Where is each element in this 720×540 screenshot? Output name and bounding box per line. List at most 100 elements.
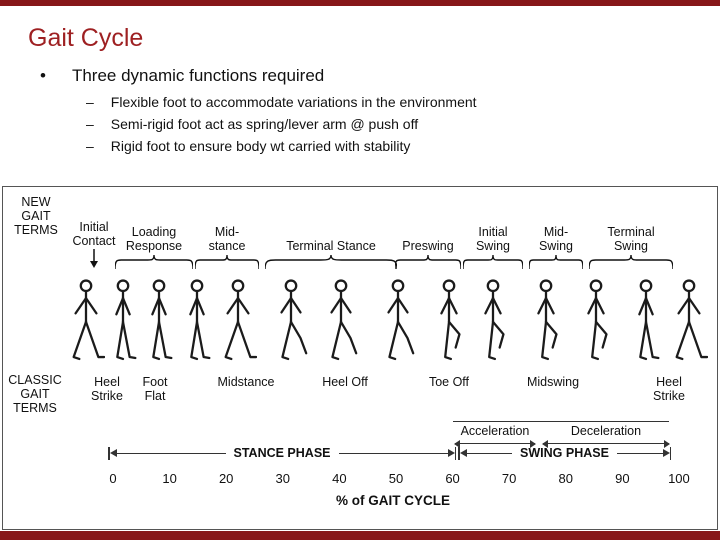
stance-phase-arrow: STANCE PHASE — [108, 445, 457, 461]
arrow-line — [116, 452, 226, 454]
axis-tick: 30 — [275, 471, 291, 486]
bottom-accent-bar — [0, 531, 720, 540]
bullet-text: Three dynamic functions required — [71, 66, 325, 85]
brace-icon — [195, 255, 259, 269]
classic-heel-off: Heel Off — [322, 375, 368, 389]
walking-figure — [387, 279, 415, 361]
classic-toe-off: Toe Off — [428, 375, 470, 389]
walking-figure — [189, 279, 211, 361]
header-line: GAIT — [20, 387, 50, 401]
axis-tick: 10 — [162, 471, 177, 486]
tick-mark — [454, 446, 457, 460]
brace-icon — [115, 255, 193, 269]
header-line: TERMS — [14, 223, 58, 237]
header-line: CLASSIC — [8, 373, 62, 387]
deceleration-arrow — [542, 440, 670, 448]
walking-figure — [537, 279, 558, 361]
sub-bullet-text: Semi-rigid foot act as spring/lever arm … — [110, 116, 419, 132]
term-label: Preswing — [402, 239, 454, 253]
brace-icon — [589, 255, 673, 269]
swing-phase-label: SWING PHASE — [520, 446, 609, 460]
down-arrow-icon — [90, 249, 98, 268]
brace-icon — [395, 255, 461, 269]
walking-figure — [587, 279, 608, 361]
bullet-marker: • — [40, 66, 46, 85]
brace-icon — [529, 255, 583, 269]
classic-gait-terms-header: CLASSIC GAIT TERMS — [3, 373, 67, 415]
term-preswing: Preswing — [395, 193, 461, 269]
walking-figure — [638, 279, 660, 361]
walking-figure — [440, 279, 461, 361]
classic-midswing: Midswing — [526, 375, 580, 389]
term-loading-response: Loading Response — [115, 193, 193, 269]
walking-figure — [280, 279, 308, 361]
dash-marker: – — [86, 116, 94, 132]
walking-figure — [330, 279, 358, 361]
arrowhead-left-icon — [109, 449, 117, 457]
acceleration-arrow — [454, 440, 536, 448]
arrow-line — [338, 452, 448, 454]
axis-tick: 20 — [218, 471, 234, 486]
term-label: Mid- stance — [208, 225, 246, 253]
tick-mark — [458, 446, 460, 460]
sub-bullet-text: Rigid foot to ensure body wt carried wit… — [110, 138, 411, 154]
walking-figure — [72, 279, 105, 361]
walking-figure — [484, 279, 505, 361]
axis-title: % of GAIT CYCLE — [336, 493, 450, 508]
sub-bullet-text: Flexible foot to accommodate variations … — [110, 94, 477, 110]
axis-tick: 90 — [615, 471, 630, 486]
classic-foot-flat: Foot Flat — [142, 375, 168, 403]
term-label: Terminal Swing — [607, 225, 655, 253]
term-initial-contact: Initial Contact — [63, 193, 125, 269]
walking-figure — [151, 279, 173, 361]
new-gait-terms-header: NEW GAIT TERMS — [7, 195, 65, 237]
top-accent-bar — [0, 0, 720, 6]
arrowhead-left-icon — [459, 449, 467, 457]
term-mid-swing: Mid- Swing — [529, 193, 583, 269]
classic-heel-strike: Heel Strike — [91, 375, 123, 403]
classic-midstance: Midstance — [217, 375, 275, 389]
arrow-line — [616, 452, 663, 454]
term-label: Initial Contact — [72, 220, 116, 248]
header-line: GAIT — [21, 209, 51, 223]
sub-bullet-item: – Flexible foot to accommodate variation… — [86, 94, 690, 111]
header-line: NEW — [21, 195, 51, 209]
axis-tick: 50 — [388, 471, 404, 486]
arrowhead-right-icon — [662, 449, 670, 457]
arrow-line — [466, 452, 513, 454]
gait-cycle-axis: 0 10 20 30 40 50 60 70 80 90 100 — [101, 471, 691, 486]
axis-tick: 80 — [558, 471, 573, 486]
sub-bullet-item: – Semi-rigid foot act as spring/lever ar… — [86, 116, 690, 133]
term-terminal-stance: Terminal Stance — [265, 193, 397, 269]
acceleration-label: Acceleration — [460, 424, 530, 438]
term-label: Loading Response — [125, 225, 183, 253]
brace-icon — [265, 255, 397, 269]
tick-mark — [669, 446, 671, 460]
axis-tick: 60 — [445, 471, 460, 486]
axis-tick: 40 — [332, 471, 347, 486]
term-terminal-swing: Terminal Swing — [589, 193, 673, 269]
tick-mark — [108, 446, 110, 460]
term-label: Mid- Swing — [538, 225, 574, 253]
classic-heel-strike-2: Heel Strike — [653, 375, 685, 403]
bullet-list: • Three dynamic functions required – Fle… — [40, 66, 690, 160]
swing-phase-arrow: SWING PHASE — [458, 445, 671, 461]
deceleration-label: Deceleration — [570, 424, 642, 438]
term-label: Initial Swing — [475, 225, 511, 253]
accel-decel-divider — [453, 421, 669, 422]
header-line: TERMS — [13, 401, 57, 415]
term-initial-swing: Initial Swing — [463, 193, 523, 269]
page-title: Gait Cycle — [28, 24, 144, 52]
walking-figure — [224, 279, 257, 361]
dash-marker: – — [86, 94, 94, 110]
brace-icon — [463, 255, 523, 269]
axis-tick: 70 — [501, 471, 517, 486]
walking-figure — [675, 279, 708, 361]
stance-phase-label: STANCE PHASE — [233, 446, 331, 460]
dash-marker: – — [86, 138, 94, 154]
term-mid-stance: Mid- stance — [195, 193, 259, 269]
axis-tick: 0 — [109, 471, 117, 486]
bullet-item: • Three dynamic functions required — [40, 66, 690, 86]
axis-tick: 100 — [668, 471, 690, 486]
arrowhead-right-icon — [447, 449, 455, 457]
